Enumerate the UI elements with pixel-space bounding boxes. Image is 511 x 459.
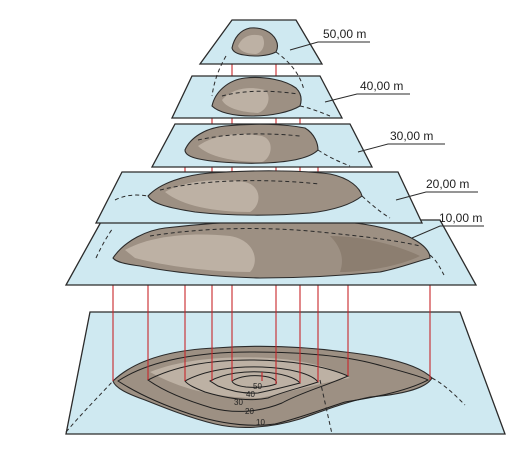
base-dashed-outline	[65, 377, 466, 435]
level-40-slice	[170, 75, 344, 119]
terrain-10-highlight	[125, 234, 255, 272]
leader-40	[324, 93, 410, 103]
contour-40	[209, 371, 301, 394]
base-map: 50 40 30 20 10	[65, 311, 506, 435]
label-40m: 40,00 m	[360, 79, 403, 93]
contour-label-10: 10	[256, 418, 265, 427]
elevation-labels: 50,00 m 40,00 m 30,00 m 20,00 m 10,00 m	[289, 27, 484, 239]
level-10-slice	[64, 219, 478, 286]
contour-label-40: 40	[246, 390, 255, 399]
contour-30	[184, 366, 319, 401]
dashed-10	[95, 227, 445, 276]
leader-20	[395, 191, 478, 201]
level-50-slice	[198, 19, 324, 97]
terrain-20-highlight	[165, 180, 259, 212]
label-10m: 10,00 m	[439, 211, 482, 225]
label-30m: 30,00 m	[390, 129, 433, 143]
terrain-10-shadow	[330, 236, 420, 272]
label-50m: 50,00 m	[323, 27, 366, 41]
leader-30	[357, 143, 445, 153]
dashed-50	[211, 51, 305, 97]
contour-20	[147, 359, 350, 412]
contour-10	[117, 351, 429, 426]
terrain-40-highlight	[222, 88, 269, 113]
leader-50	[289, 41, 370, 51]
terrain-30-highlight	[198, 134, 271, 162]
leader-10	[411, 225, 484, 239]
dashed-40	[221, 90, 331, 117]
dashed-20	[114, 180, 391, 219]
level-30-slice	[150, 123, 374, 168]
dashed-30	[197, 133, 351, 167]
level-20-slice	[94, 170, 424, 224]
contour-label-20: 20	[245, 407, 254, 416]
contour-label-30: 30	[234, 398, 243, 407]
contour-label-50: 50	[253, 382, 262, 391]
terrain-50-highlight	[238, 34, 264, 54]
label-20m: 20,00 m	[426, 177, 469, 191]
